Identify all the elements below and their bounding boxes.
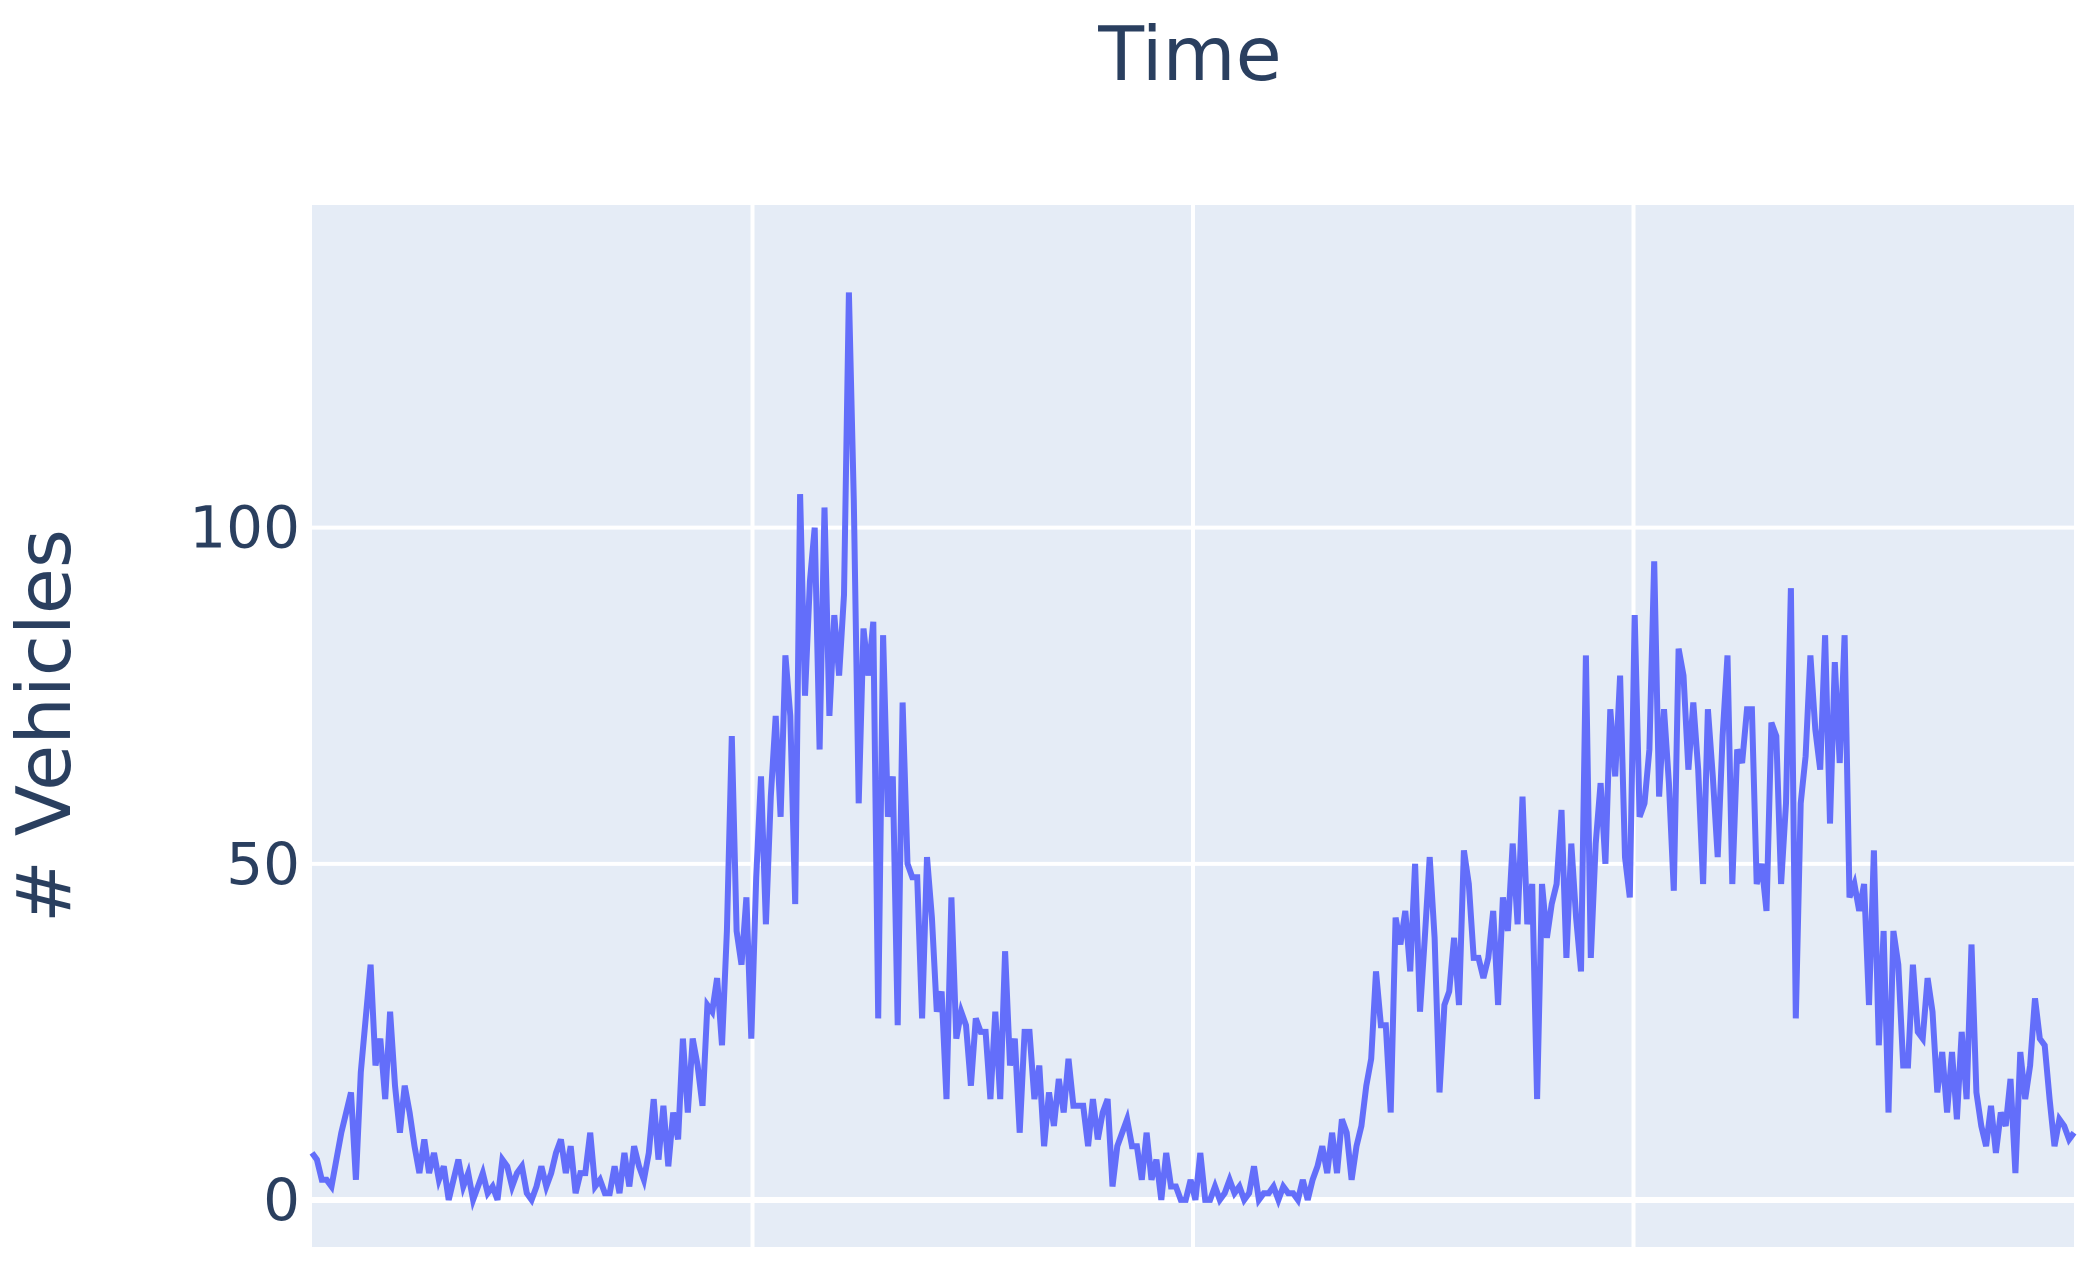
y-axis-ticks: 0 50 100 xyxy=(189,494,300,1234)
y-axis-title: # Vehicles xyxy=(0,529,88,923)
series-line xyxy=(309,292,2077,1212)
y-tick-label: 50 xyxy=(226,830,300,898)
x-axis-title: Time xyxy=(1097,10,1282,98)
y-tick-label: 100 xyxy=(189,494,300,562)
series-layer xyxy=(309,292,2077,1212)
y-tick-label: 0 xyxy=(263,1166,300,1234)
